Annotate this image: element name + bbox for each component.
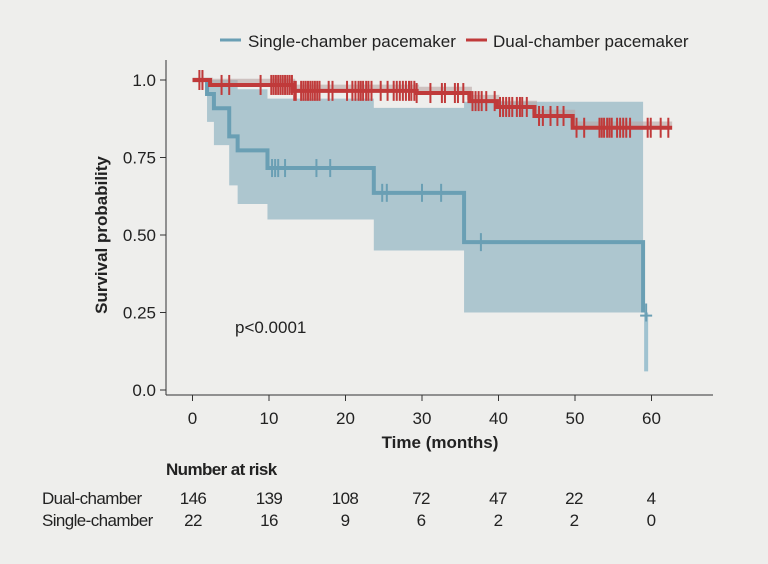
ci-band-single bbox=[192, 80, 644, 313]
risk-count: 72 bbox=[412, 489, 430, 508]
y-tick-label: 1.0 bbox=[132, 71, 156, 90]
survival-curve-single bbox=[192, 78, 646, 313]
x-tick-label: 10 bbox=[260, 409, 279, 428]
risk-count: 16 bbox=[260, 511, 278, 530]
risk-table-title: Number at risk bbox=[166, 460, 277, 479]
risk-count: 22 bbox=[184, 511, 202, 530]
x-tick-label: 0 bbox=[188, 409, 197, 428]
x-axis-label: Time (months) bbox=[382, 433, 499, 452]
risk-count: 4 bbox=[646, 489, 656, 508]
legend-label-dual: Dual-chamber pacemaker bbox=[493, 32, 689, 51]
y-tick-label: 0.0 bbox=[132, 381, 156, 400]
p-value-annotation: p<0.0001 bbox=[235, 318, 306, 337]
y-tick-label: 0.50 bbox=[123, 226, 156, 245]
risk-count: 0 bbox=[646, 511, 656, 530]
y-axis-label: Survival probability bbox=[92, 156, 111, 314]
legend: Single-chamber pacemaker Dual-chamber pa… bbox=[220, 32, 689, 51]
x-tick-label: 50 bbox=[566, 409, 585, 428]
y-tick-label: 0.25 bbox=[123, 304, 156, 323]
y-tick-label: 0.75 bbox=[123, 149, 156, 168]
risk-row-label: Dual-chamber bbox=[42, 489, 142, 508]
risk-count: 139 bbox=[255, 489, 283, 508]
risk-count: 6 bbox=[416, 511, 426, 530]
risk-count: 2 bbox=[493, 511, 503, 530]
x-tick-label: 40 bbox=[489, 409, 508, 428]
risk-row-label: Single-chamber bbox=[42, 511, 153, 530]
legend-label-single: Single-chamber pacemaker bbox=[248, 32, 456, 51]
x-tick-label: 60 bbox=[642, 409, 661, 428]
risk-count: 146 bbox=[179, 489, 207, 508]
x-tick-label: 30 bbox=[413, 409, 432, 428]
survival-curve-dual bbox=[192, 78, 673, 130]
risk-count: 9 bbox=[340, 511, 350, 530]
risk-count: 22 bbox=[565, 489, 583, 508]
risk-count: 47 bbox=[489, 489, 507, 508]
risk-count: 2 bbox=[569, 511, 579, 530]
x-tick-label: 20 bbox=[336, 409, 355, 428]
risk-count: 108 bbox=[331, 489, 359, 508]
